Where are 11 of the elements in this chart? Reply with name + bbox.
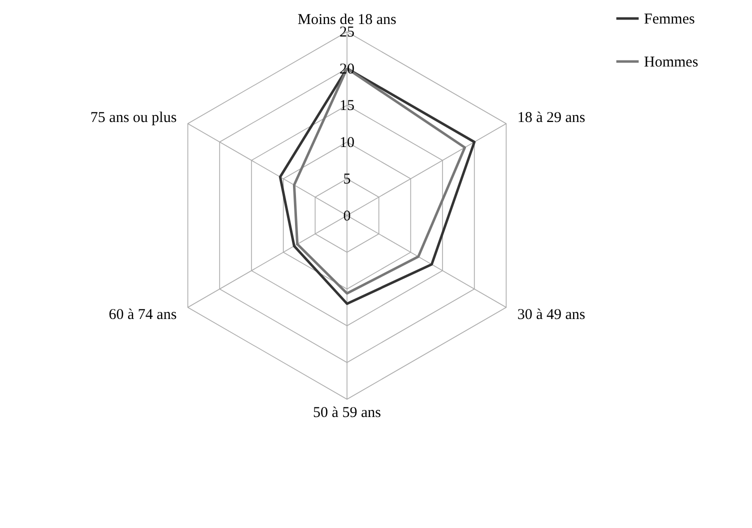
y-tick-label: 5 — [343, 172, 351, 188]
legend-label: Femmes — [644, 12, 695, 28]
spoke-label: 18 à 29 ans — [517, 110, 586, 126]
legend-label: Hommes — [644, 54, 698, 70]
spoke-label: 50 à 59 ans — [313, 405, 382, 422]
spoke-label: 30 à 49 ans — [517, 306, 586, 323]
y-tick-label: 10 — [340, 134, 354, 151]
spoke-label: 60 à 74 ans — [108, 306, 177, 323]
y-tick-label: 15 — [340, 98, 354, 114]
spoke-label: 75 ans ou plus — [90, 110, 177, 126]
y-tick-label: 0 — [343, 208, 351, 224]
